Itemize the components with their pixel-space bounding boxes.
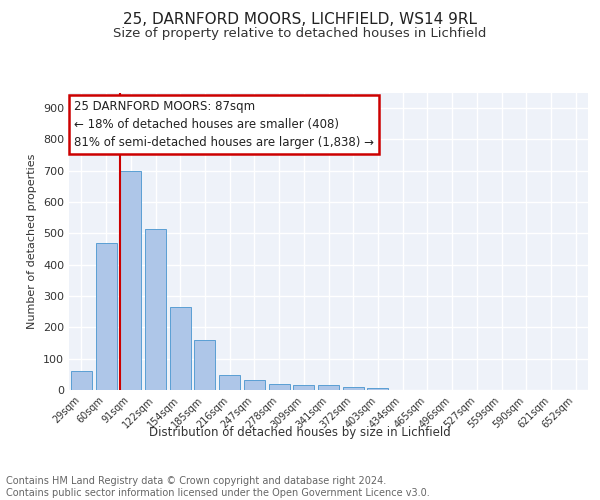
Text: Distribution of detached houses by size in Lichfield: Distribution of detached houses by size … [149, 426, 451, 439]
Y-axis label: Number of detached properties: Number of detached properties [28, 154, 37, 329]
Bar [120, 171, 141, 390]
Bar [244, 380, 265, 390]
Bar [367, 388, 388, 390]
Text: Contains HM Land Registry data © Crown copyright and database right 2024.
Contai: Contains HM Land Registry data © Crown c… [6, 476, 430, 498]
Bar [71, 371, 92, 390]
Bar [194, 340, 215, 390]
Bar [219, 376, 240, 390]
Text: 25 DARNFORD MOORS: 87sqm
← 18% of detached houses are smaller (408)
81% of semi-: 25 DARNFORD MOORS: 87sqm ← 18% of detach… [74, 100, 374, 149]
Text: 25, DARNFORD MOORS, LICHFIELD, WS14 9RL: 25, DARNFORD MOORS, LICHFIELD, WS14 9RL [123, 12, 477, 28]
Bar [269, 384, 290, 390]
Bar [170, 307, 191, 390]
Bar [95, 243, 116, 390]
Text: Size of property relative to detached houses in Lichfield: Size of property relative to detached ho… [113, 28, 487, 40]
Bar [343, 388, 364, 390]
Bar [145, 228, 166, 390]
Bar [318, 386, 339, 390]
Bar [293, 386, 314, 390]
